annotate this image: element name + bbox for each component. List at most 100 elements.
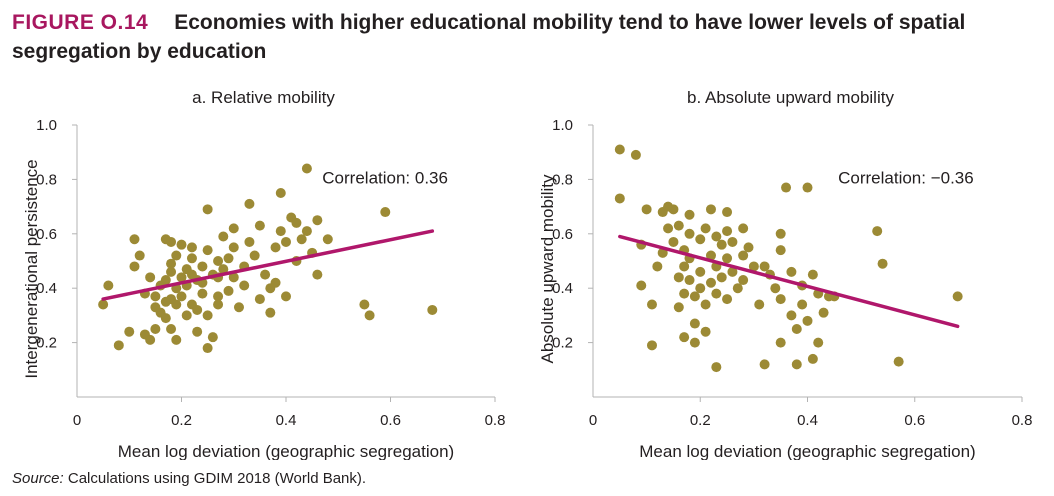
data-point [630,149,641,160]
data-point [705,204,716,215]
data-point [223,285,234,296]
x-tick-label: 0.4 [797,412,818,429]
data-point [301,226,312,237]
data-point [614,144,625,155]
data-point [716,272,727,283]
data-point [301,163,312,174]
data-point [952,291,963,302]
data-point [673,302,684,313]
data-point [743,242,754,253]
data-point [291,217,302,228]
data-point [684,275,695,286]
data-point [775,228,786,239]
data-point [786,310,797,321]
data-point [689,291,700,302]
data-point [652,261,663,272]
data-point [260,269,271,280]
data-point [893,356,904,367]
correlation-annotation: Correlation: −0.36 [838,168,974,187]
figure-title-block: FIGURE O.14 Economies with higher educati… [12,8,1042,66]
data-point [738,223,749,234]
y-tick-label: 0.4 [552,280,573,297]
data-point [700,299,711,310]
data-point [171,250,182,261]
data-point [171,334,182,345]
data-point [228,272,239,283]
data-point [705,277,716,288]
data-point [145,334,156,345]
data-point [781,182,792,193]
data-point [802,182,813,193]
data-point [359,299,370,310]
data-point [270,242,281,253]
data-point [711,288,722,299]
y-tick-label: 1.0 [36,117,57,134]
x-axis-label: Mean log deviation (geographic segregati… [639,442,975,460]
data-point [192,304,203,315]
data-point [202,245,213,256]
y-tick-label: 1.0 [552,117,573,134]
data-point [646,299,657,310]
data-point [192,326,203,337]
data-point [673,220,684,231]
chart-title: b. Absolute upward mobility [687,88,894,107]
data-point [684,209,695,220]
data-point [775,337,786,348]
data-point [181,310,192,321]
data-point [663,223,674,234]
data-point [668,204,679,215]
data-point [695,283,706,294]
data-point [270,277,281,288]
x-tick-label: 0 [589,412,597,429]
data-point [759,359,770,370]
data-point [727,236,738,247]
data-point [711,231,722,242]
data-point [700,223,711,234]
data-point [641,204,652,215]
y-tick-label: 0.2 [552,335,573,352]
x-tick-label: 0.8 [1012,412,1033,429]
x-tick-label: 0.2 [690,412,711,429]
data-point [791,324,802,334]
data-point [722,294,733,305]
data-point [754,299,765,310]
data-point [186,242,197,253]
data-point [312,215,323,226]
data-point [176,239,187,250]
data-point [275,226,286,237]
x-tick-label: 0.6 [904,412,925,429]
chart-absolute-mobility: 0 0.2 0.4 0.6 0.8 0.2 0.4 0.6 0.8 1.0 Mean log dev… [538,117,1033,460]
data-point [197,288,208,299]
data-point [775,245,786,256]
data-point [186,253,197,264]
data-point [113,340,124,351]
data-point [668,236,679,247]
data-point [254,294,265,305]
data-point [228,223,239,234]
y-axis-label: Absolute upward mobility [538,174,557,363]
data-point [679,261,690,272]
data-point [265,307,276,318]
source-label: Source: [12,470,64,487]
data-point [802,315,813,326]
data-point [813,337,824,348]
data-point [636,280,647,291]
data-point [646,340,657,351]
data-point [614,193,625,204]
data-point [176,291,187,302]
x-tick-label: 0 [73,412,81,429]
y-tick-label: 0.2 [36,335,57,352]
correlation-annotation: Correlation: 0.36 [322,168,448,187]
data-point [207,332,218,343]
data-point [797,299,808,310]
data-point [807,353,818,364]
x-tick-label: 0.4 [276,412,297,429]
data-point [233,302,244,313]
data-point [679,332,690,343]
data-point [275,188,286,198]
data-point [700,326,711,337]
chart-relative-mobility: 0 0.2 0.4 0.6 0.8 0.2 0.4 0.6 0.8 1.0 Mean log dev… [22,117,505,460]
y-axis-label: Intergenerational persistence [22,159,41,378]
data-point [150,324,161,334]
data-point [254,220,265,231]
